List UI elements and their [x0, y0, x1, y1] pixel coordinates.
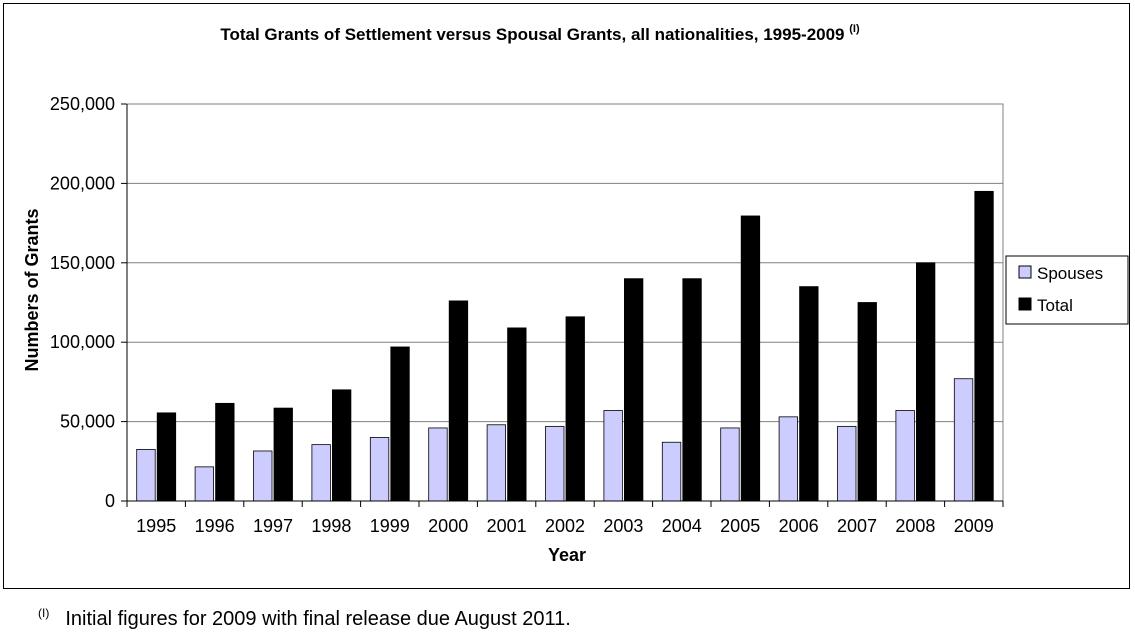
bar-total-2008: [916, 262, 936, 502]
bar-total-2004: [682, 278, 702, 502]
bar-total-2002: [565, 316, 585, 502]
x-tick-label: 2000: [428, 516, 468, 536]
bar-spouses-2008: [895, 410, 915, 502]
bar-total-2003: [624, 278, 644, 502]
x-axis-title: Year: [548, 545, 586, 565]
x-tick-label: 2005: [720, 516, 760, 536]
chart-title-superscript: (I): [849, 23, 860, 35]
x-tick-label: 2007: [837, 516, 877, 536]
y-tick-label: 50,000: [60, 412, 115, 432]
bar-spouses-1995: [136, 448, 156, 502]
x-tick-label: 2004: [662, 516, 702, 536]
footnote-marker: (I): [38, 606, 50, 620]
chart: Total Grants of Settlement versus Spousa…: [22, 23, 1129, 565]
y-tick-label: 200,000: [50, 173, 115, 193]
y-tick-label: 0: [105, 491, 115, 511]
legend-swatch-total: [1018, 297, 1032, 311]
legend-label-total: Total: [1037, 296, 1073, 315]
x-tick-label: 1997: [253, 516, 293, 536]
bar-spouses-1999: [369, 437, 390, 502]
bar-spouses-2009: [953, 378, 974, 502]
x-tick-label: 2009: [954, 516, 994, 536]
x-tick-label: 2003: [603, 516, 643, 536]
chart-title: Total Grants of Settlement versus Spousa…: [220, 23, 860, 44]
chart-frame: [3, 3, 1130, 589]
bar-total-2000: [448, 300, 469, 502]
bar-total-2006: [799, 286, 819, 502]
bar-total-1999: [390, 346, 410, 502]
x-tick-label: 2001: [487, 516, 527, 536]
bar-spouses-2002: [545, 425, 565, 502]
bar-spouses-2007: [837, 425, 857, 502]
bar-total-1995: [156, 412, 177, 502]
bar-total-2007: [857, 302, 877, 502]
bar-spouses-1997: [253, 450, 273, 502]
y-axis-title: Numbers of Grants: [22, 208, 42, 371]
x-tick-label: 2008: [895, 516, 935, 536]
bar-spouses-2000: [428, 427, 448, 502]
legend-label-spouses: Spouses: [1037, 264, 1103, 283]
bar-total-2001: [507, 327, 527, 502]
legend: Spouses Total: [1005, 255, 1129, 325]
x-tick-label: 1998: [311, 516, 351, 536]
x-tick-label: 1995: [136, 516, 176, 536]
bar-spouses-2004: [661, 441, 682, 502]
bar-spouses-2001: [486, 424, 507, 502]
bar-spouses-2003: [603, 410, 623, 502]
bar-spouses-1996: [194, 466, 215, 502]
legend-swatch-spouses: [1018, 265, 1032, 279]
plot-area: 0 50,000 100,000 150,000 200,000 250,000 1995 1…: [50, 94, 1004, 536]
bar-total-2005: [740, 215, 761, 502]
bar-total-2009: [974, 190, 994, 502]
bar-total-1996: [215, 402, 235, 502]
y-tick-label: 250,000: [50, 94, 115, 114]
chart-title-text: Total Grants of Settlement versus Spousa…: [220, 25, 844, 44]
svg-text:Total Grants of Settlement ver: Total Grants of Settlement versus Spousa…: [220, 23, 860, 44]
bar-spouses-2006: [778, 416, 798, 502]
plot-background: [127, 104, 1003, 501]
footnote-text: Initial figures for 2009 with final rele…: [65, 608, 571, 630]
bar-spouses-2005: [720, 427, 740, 502]
footnote: (I) Initial figures for 2009 with final r…: [38, 606, 571, 631]
bar-total-1997: [273, 407, 293, 502]
x-tick-label: 2002: [545, 516, 585, 536]
y-tick-label: 150,000: [50, 253, 115, 273]
x-tick-label: 2006: [779, 516, 819, 536]
bar-total-1998: [331, 389, 352, 502]
y-tick-label: 100,000: [50, 332, 115, 352]
x-tick-label: 1996: [195, 516, 235, 536]
x-tick-label: 1999: [370, 516, 410, 536]
bar-spouses-1998: [311, 444, 331, 502]
